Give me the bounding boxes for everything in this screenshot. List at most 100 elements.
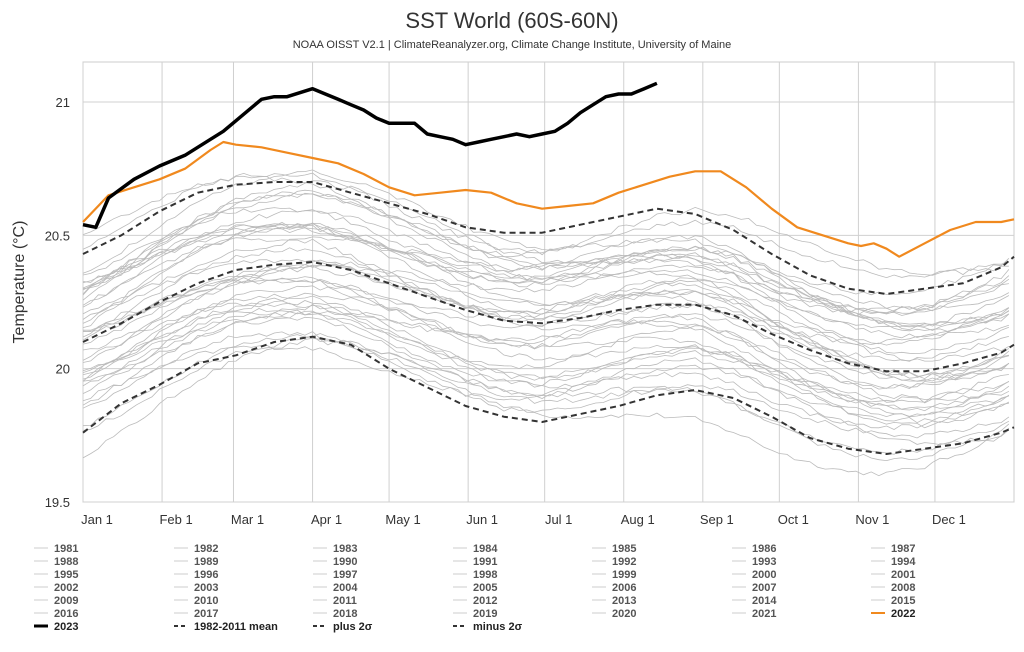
legend-item[interactable]: 1986 (752, 543, 776, 555)
year-trace (82, 331, 1010, 439)
y-tick-label: 20 (56, 362, 70, 377)
x-tick-label: Jan 1 (81, 512, 113, 527)
year-trace (82, 259, 1010, 378)
x-axis-ticks: Jan 1 Feb 1 Mar 1 Apr 1 May 1 Jun 1 Jul 1 Aug 1… (81, 512, 966, 527)
chart-title: SST World (60S-60N) (405, 8, 618, 33)
legend-item[interactable]: 2023 (54, 621, 78, 633)
year-trace (82, 303, 1010, 417)
x-tick-label: Feb 1 (159, 512, 192, 527)
legend-item[interactable]: 2001 (891, 569, 915, 581)
x-tick-label: May 1 (385, 512, 420, 527)
chart-legend: 1981 1982 1983 1984 1985 1986 1987 1988 1989 1990… (34, 543, 916, 633)
year-trace (82, 335, 1010, 462)
legend-item[interactable]: 2016 (54, 608, 78, 620)
year-trace (82, 207, 1010, 312)
legend-item[interactable]: 2020 (612, 608, 636, 620)
legend-item[interactable]: 2011 (333, 595, 357, 607)
x-tick-label: Nov 1 (855, 512, 889, 527)
year-trace (82, 264, 1010, 390)
year-trace (82, 333, 1010, 455)
x-tick-label: Dec 1 (932, 512, 966, 527)
legend-item[interactable]: 1991 (473, 556, 497, 568)
plot-frame (82, 61, 1015, 503)
year-trace (82, 278, 1010, 382)
legend-item[interactable]: 2003 (194, 582, 218, 594)
year-trace (82, 223, 1010, 327)
year-trace (82, 227, 1010, 332)
legend-item[interactable]: 2013 (612, 595, 636, 607)
year-trace (82, 237, 1010, 339)
legend-item[interactable]: 2000 (752, 569, 776, 581)
legend-item[interactable]: 1992 (612, 556, 636, 568)
legend-item[interactable]: 1997 (333, 569, 357, 581)
y-axis-ticks: 19.5 20 20.5 21 (45, 95, 70, 510)
year-trace (82, 310, 1010, 430)
historical-year-lines (82, 169, 1010, 477)
legend-item[interactable]: 2006 (612, 582, 636, 594)
legend-item[interactable]: 1990 (333, 556, 357, 568)
legend-item[interactable]: 2007 (752, 582, 776, 594)
legend-item[interactable]: 2019 (473, 608, 497, 620)
year-trace (82, 293, 1010, 403)
series-line-minus-2- (82, 335, 1015, 455)
year-trace (82, 311, 1009, 429)
x-tick-label: Aug 1 (621, 512, 655, 527)
legend-item[interactable]: 1999 (612, 569, 636, 581)
y-tick-label: 19.5 (45, 495, 70, 510)
year-trace (82, 172, 1010, 279)
legend-item[interactable]: 2005 (473, 582, 497, 594)
legend-item[interactable]: 1989 (194, 556, 218, 568)
year-trace (82, 285, 1009, 403)
legend-item[interactable]: 1982-2011 mean (194, 621, 278, 633)
legend-item[interactable]: 2022 (891, 608, 915, 620)
year-trace (82, 265, 1009, 379)
x-tick-label: Oct 1 (778, 512, 809, 527)
x-tick-label: Jun 1 (466, 512, 498, 527)
x-tick-label: Jul 1 (545, 512, 572, 527)
year-trace (82, 247, 1009, 362)
legend-item[interactable]: 2009 (54, 595, 78, 607)
legend-item[interactable]: 1985 (612, 543, 636, 555)
x-tick-label: Apr 1 (311, 512, 342, 527)
legend-item[interactable]: 1998 (473, 569, 497, 581)
year-trace (82, 300, 1010, 410)
chart-subtitle: NOAA OISST V2.1 | ClimateReanalyzer.org,… (293, 39, 732, 51)
year-trace (82, 189, 1010, 314)
year-trace (82, 292, 1010, 418)
legend-item[interactable]: 1995 (54, 569, 78, 581)
legend-item[interactable]: plus 2σ (333, 621, 373, 633)
legend-item[interactable]: 2015 (891, 595, 915, 607)
legend-item[interactable]: 2017 (194, 608, 218, 620)
year-trace (82, 344, 1010, 446)
legend-item[interactable]: 1983 (333, 543, 357, 555)
legend-item[interactable]: 1981 (54, 543, 78, 555)
year-trace (82, 315, 1010, 424)
legend-item[interactable]: 2004 (333, 582, 358, 594)
legend-item[interactable]: 1993 (752, 556, 776, 568)
legend-item[interactable]: 2008 (891, 582, 915, 594)
legend-item[interactable]: 1987 (891, 543, 915, 555)
year-trace (82, 192, 1009, 316)
legend-item[interactable]: 1988 (54, 556, 78, 568)
legend-item[interactable]: 1996 (194, 569, 218, 581)
x-tick-label: Mar 1 (231, 512, 264, 527)
legend-item[interactable]: 1982 (194, 543, 218, 555)
y-axis-label: Temperature (°C) (11, 221, 28, 344)
y-tick-label: 20.5 (45, 228, 70, 243)
legend-item[interactable]: 2012 (473, 595, 497, 607)
legend-item[interactable]: 2014 (752, 595, 777, 607)
legend-item[interactable]: 2010 (194, 595, 218, 607)
legend-item[interactable]: 2002 (54, 582, 78, 594)
y-tick-label: 21 (56, 95, 70, 110)
legend-item[interactable]: 2018 (333, 608, 357, 620)
year-trace (82, 264, 1010, 390)
year-trace (82, 337, 1010, 477)
legend-item[interactable]: 2021 (752, 608, 776, 620)
year-trace (82, 180, 1010, 317)
series-lines (82, 81, 1015, 455)
legend-item[interactable]: 1984 (473, 543, 498, 555)
legend-item[interactable]: minus 2σ (473, 621, 523, 633)
series-line-1982-2011-mean (82, 261, 1015, 373)
legend-item[interactable]: 1994 (891, 556, 916, 568)
